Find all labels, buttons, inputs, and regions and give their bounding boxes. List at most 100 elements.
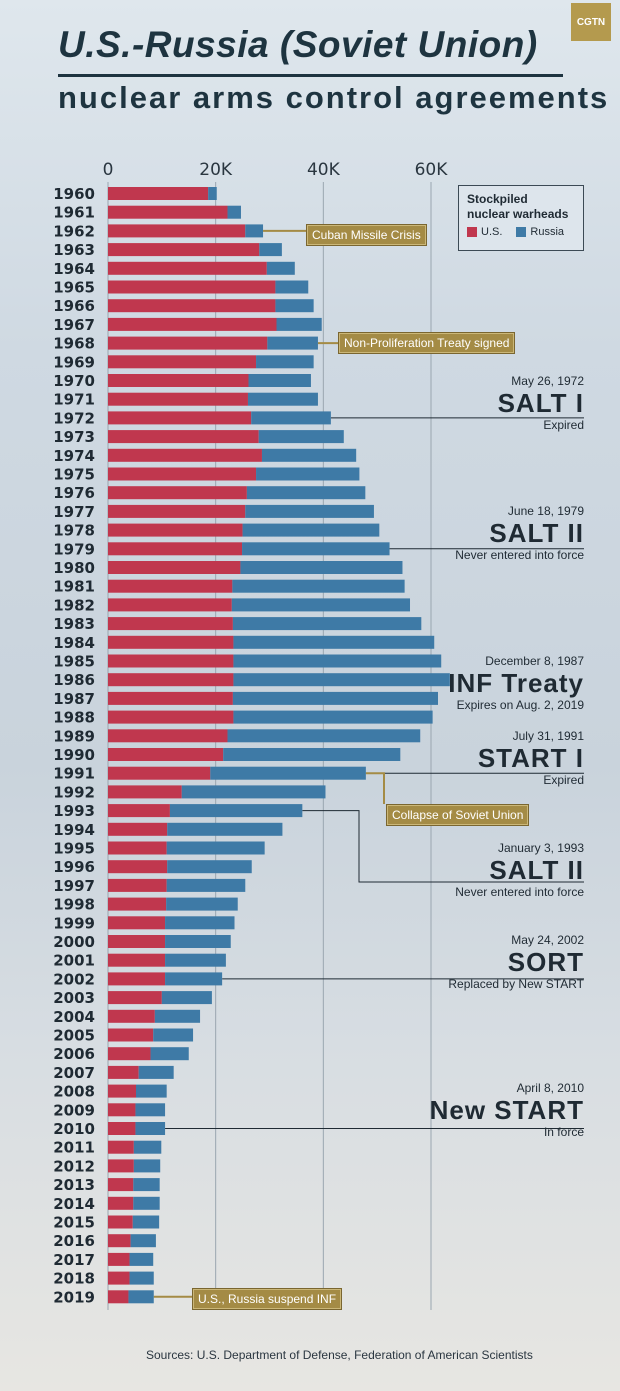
- bar-us: [108, 336, 268, 350]
- y-tick-label: 1988: [53, 709, 95, 727]
- bar-us: [108, 1271, 130, 1285]
- bar-us: [108, 878, 167, 892]
- bar-russia: [166, 897, 238, 911]
- treaty-inf: December 8, 1987 INF Treaty Expires on A…: [448, 654, 584, 712]
- bar-us: [108, 841, 167, 855]
- bar-russia: [245, 224, 264, 238]
- bar-russia: [275, 299, 314, 313]
- bar-russia: [267, 336, 318, 350]
- treaty-start-i: July 31, 1991 START I Expired: [478, 729, 584, 787]
- treaty-connector: [302, 810, 584, 883]
- y-tick-label: 1989: [53, 727, 95, 745]
- bar-us: [108, 1252, 130, 1266]
- y-tick-label: 1966: [53, 297, 95, 315]
- treaty-name: SORT: [507, 947, 584, 977]
- bar-us: [108, 1047, 151, 1061]
- bar-us: [108, 430, 259, 444]
- y-tick-label: 1995: [53, 840, 95, 858]
- y-tick-label: 2017: [53, 1251, 95, 1269]
- y-tick-label: 2001: [53, 952, 95, 970]
- bar-us: [108, 1178, 134, 1192]
- bar-russia: [165, 953, 226, 967]
- bar-russia: [232, 579, 405, 593]
- callout-collapse-soviet-union: Collapse of Soviet Union: [386, 804, 530, 826]
- bar-us: [108, 654, 234, 668]
- bar-us: [108, 673, 234, 687]
- bar-us: [108, 523, 243, 537]
- bar-us: [108, 710, 234, 724]
- y-tick-label: 2016: [53, 1232, 95, 1250]
- y-tick-label: 1975: [53, 466, 95, 484]
- treaty-name: New START: [429, 1095, 584, 1125]
- bar-russia: [256, 355, 314, 369]
- y-tick-label: 1991: [53, 765, 95, 783]
- bar-russia: [231, 598, 411, 612]
- bar-russia: [242, 523, 380, 537]
- bar-us: [108, 691, 233, 705]
- y-tick-label: 2008: [53, 1083, 95, 1101]
- treaty-date: June 18, 1979: [507, 504, 584, 518]
- bar-us: [108, 205, 228, 219]
- treaty-name: SALT II: [489, 855, 584, 885]
- treaty-salt-i: May 26, 1972 SALT I Expired: [498, 374, 584, 432]
- bar-us: [108, 1084, 136, 1098]
- bar-us: [108, 598, 232, 612]
- treaty-salt-ii-1979: June 18, 1979 SALT II Never entered into…: [455, 504, 584, 562]
- bar-russia: [248, 374, 311, 387]
- bar-russia: [208, 187, 217, 200]
- bar-russia: [154, 1009, 201, 1023]
- bar-us: [108, 243, 260, 257]
- x-tick-label: 60K: [415, 160, 449, 180]
- y-tick-label: 1984: [53, 634, 95, 652]
- y-tick-label: 1965: [53, 279, 95, 297]
- legend-title: Stockpiled nuclear warheads: [467, 192, 569, 221]
- bar-us: [108, 486, 247, 500]
- y-tick-label: 2018: [53, 1270, 95, 1288]
- bar-russia: [133, 1140, 162, 1154]
- sources-footnote: Sources: U.S. Department of Defense, Fed…: [146, 1348, 533, 1362]
- y-tick-label: 1998: [53, 896, 95, 914]
- y-tick-label: 1985: [53, 653, 95, 671]
- bar-us: [108, 1159, 134, 1173]
- bar-russia: [227, 205, 241, 219]
- bar-russia: [181, 785, 326, 799]
- bar-us: [108, 467, 257, 481]
- treaty-status: Expired: [543, 418, 584, 432]
- y-tick-label: 1986: [53, 671, 95, 689]
- bar-us: [108, 1122, 136, 1135]
- chart-title-line2: nuclear arms control agreements: [58, 80, 610, 115]
- legend-swatch-russia: [516, 227, 527, 237]
- treaty-status: Replaced by New START: [448, 977, 584, 991]
- y-tick-label: 2002: [53, 970, 95, 988]
- bar-russia: [233, 673, 450, 687]
- y-tick-label: 2019: [53, 1288, 95, 1306]
- y-tick-label: 1978: [53, 522, 95, 540]
- x-tick-label: 40K: [307, 160, 341, 180]
- bar-us: [108, 822, 168, 836]
- treaty-status: Never entered into force: [455, 548, 584, 562]
- title-underline: [58, 74, 563, 77]
- y-tick-label: 1993: [53, 802, 95, 820]
- treaty-date: April 8, 2010: [516, 1081, 584, 1095]
- bar-russia: [266, 261, 295, 275]
- bar-us: [108, 280, 276, 294]
- y-tick-label: 1961: [53, 204, 95, 222]
- bar-us: [108, 1065, 139, 1079]
- callout-npt: Non-Proliferation Treaty signed: [338, 332, 516, 354]
- bar-russia: [165, 972, 223, 986]
- y-tick-label: 1999: [53, 914, 95, 932]
- bar-us: [108, 1009, 155, 1023]
- cgtn-logo: CGTN: [571, 3, 611, 41]
- treaty-status: Expired: [543, 773, 584, 787]
- treaty-name: START I: [477, 743, 584, 773]
- bar-russia: [128, 1290, 154, 1304]
- y-tick-label: 1974: [53, 447, 95, 465]
- bar-russia: [232, 691, 438, 705]
- bar-russia: [233, 654, 442, 668]
- legend-swatch-us: [467, 227, 477, 237]
- bar-russia: [166, 878, 246, 892]
- bar-us: [108, 729, 228, 743]
- y-tick-label: 1969: [53, 353, 95, 371]
- y-tick-label: 2011: [53, 1139, 95, 1157]
- bar-us: [108, 448, 262, 462]
